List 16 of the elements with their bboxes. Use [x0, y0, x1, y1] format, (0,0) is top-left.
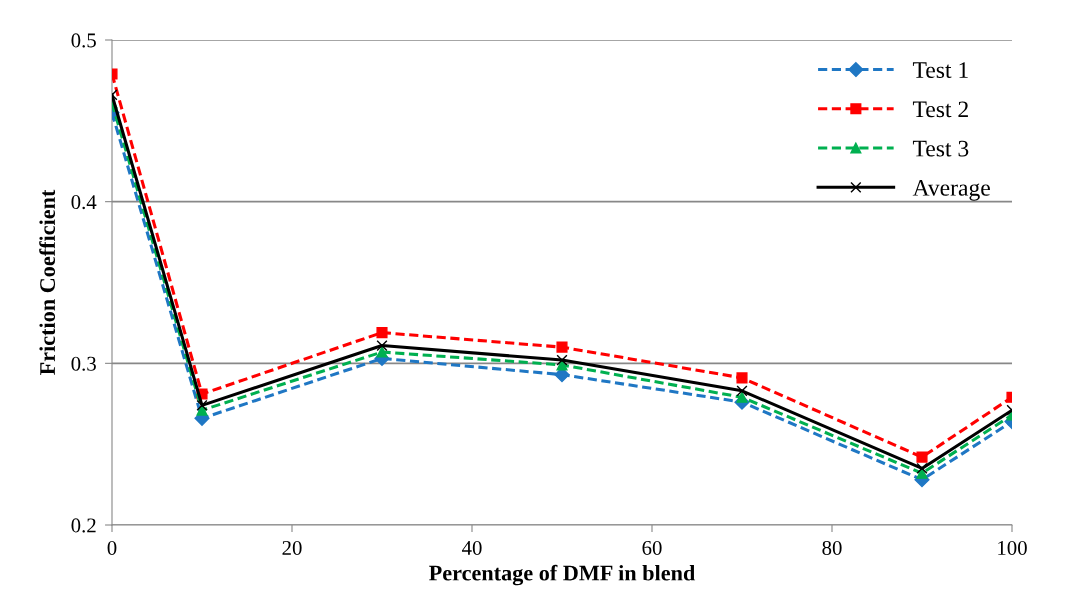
- y-axis-title: Friction Coefficient: [39, 189, 56, 375]
- legend-label: Test 3: [912, 140, 969, 157]
- legend-label: Test 1: [912, 62, 968, 79]
- x-tick-label: 40: [461, 540, 482, 555]
- x-tick-label: 100: [998, 540, 1027, 555]
- x-tick-label: 20: [282, 540, 302, 555]
- legend-label: Test 2: [912, 101, 968, 118]
- x-tick-label: 0: [107, 540, 117, 555]
- y-tick-label: 0.5: [71, 33, 96, 48]
- y-tick-label: 0.4: [71, 195, 97, 210]
- x-tick-label: 60: [642, 540, 662, 555]
- x-axis-title: Percentage of DMF in blend: [429, 564, 696, 586]
- x-tick-label: 80: [822, 540, 842, 555]
- legend-label: Average: [912, 179, 990, 201]
- y-tick-label: 0.2: [71, 518, 96, 533]
- y-tick-label: 0.3: [71, 356, 96, 371]
